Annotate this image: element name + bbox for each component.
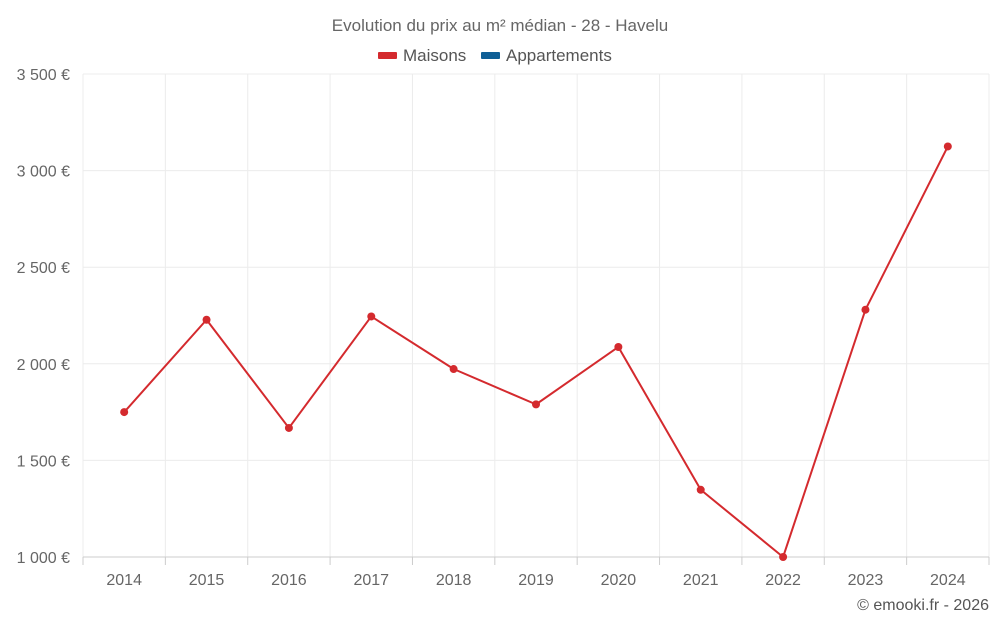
data-point-maisons[interactable] xyxy=(943,142,952,151)
credits[interactable]: © emooki.fr - 2026 xyxy=(857,597,989,614)
data-point-maisons[interactable] xyxy=(367,312,376,321)
data-point-maisons[interactable] xyxy=(532,400,540,409)
legend-label-maisons[interactable]: Maisons xyxy=(403,46,466,65)
chart-title: Evolution du prix au m² médian - 28 - Ha… xyxy=(332,16,668,35)
legend-label-appartements[interactable]: Appartements xyxy=(506,46,612,65)
y-tick-label: 1 000 € xyxy=(17,550,70,567)
data-point-maisons[interactable] xyxy=(861,305,870,314)
legend: Maisons Appartements xyxy=(378,46,612,65)
data-point-maisons[interactable] xyxy=(614,342,623,351)
x-tick-label: 2022 xyxy=(765,572,801,589)
x-tick-label: 2020 xyxy=(601,572,637,589)
y-axis: 1 000 € 1 500 € 2 000 € 2 500 € 3 000 € 3 500… xyxy=(17,67,70,567)
data-point-maisons[interactable] xyxy=(284,423,293,432)
data-point-maisons[interactable] xyxy=(120,408,129,417)
x-tick-label: 2017 xyxy=(353,572,389,589)
x-tick-label: 2021 xyxy=(683,572,719,589)
x-tick-label: 2015 xyxy=(189,572,225,589)
series-layer xyxy=(120,142,952,561)
data-point-maisons[interactable] xyxy=(696,485,705,494)
y-tick-label: 1 500 € xyxy=(17,453,70,470)
x-tick-label: 2018 xyxy=(436,572,472,589)
x-tick-label: 2023 xyxy=(848,572,884,589)
y-tick-label: 3 000 € xyxy=(17,164,70,181)
y-tick-label: 2 000 € xyxy=(17,357,70,374)
x-tick-label: 2016 xyxy=(271,572,307,589)
data-point-maisons[interactable] xyxy=(202,315,211,324)
y-tick-label: 3 500 € xyxy=(17,67,70,84)
grid xyxy=(82,73,990,565)
x-axis: 2014 2015 2016 2017 2018 2019 2020 2021 2022 2023… xyxy=(106,572,965,589)
x-tick-label: 2014 xyxy=(106,572,142,589)
data-point-maisons[interactable] xyxy=(449,365,458,374)
data-point-maisons[interactable] xyxy=(779,553,788,561)
x-tick-label: 2019 xyxy=(518,572,554,589)
legend-swatch-appartements xyxy=(481,52,500,59)
x-tick-label: 2024 xyxy=(930,572,966,589)
y-tick-label: 2 500 € xyxy=(17,260,70,277)
legend-swatch-maisons xyxy=(378,52,397,59)
